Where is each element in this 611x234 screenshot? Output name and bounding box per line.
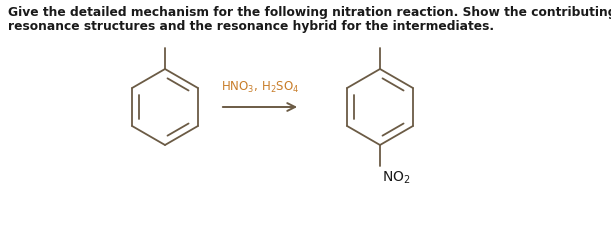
- Text: Give the detailed mechanism for the following nitration reaction. Show the contr: Give the detailed mechanism for the foll…: [8, 6, 611, 19]
- Text: resonance structures and the resonance hybrid for the intermediates.: resonance structures and the resonance h…: [8, 20, 494, 33]
- Text: HNO$_3$, H$_2$SO$_4$: HNO$_3$, H$_2$SO$_4$: [221, 80, 299, 95]
- Text: NO$_2$: NO$_2$: [382, 170, 411, 186]
